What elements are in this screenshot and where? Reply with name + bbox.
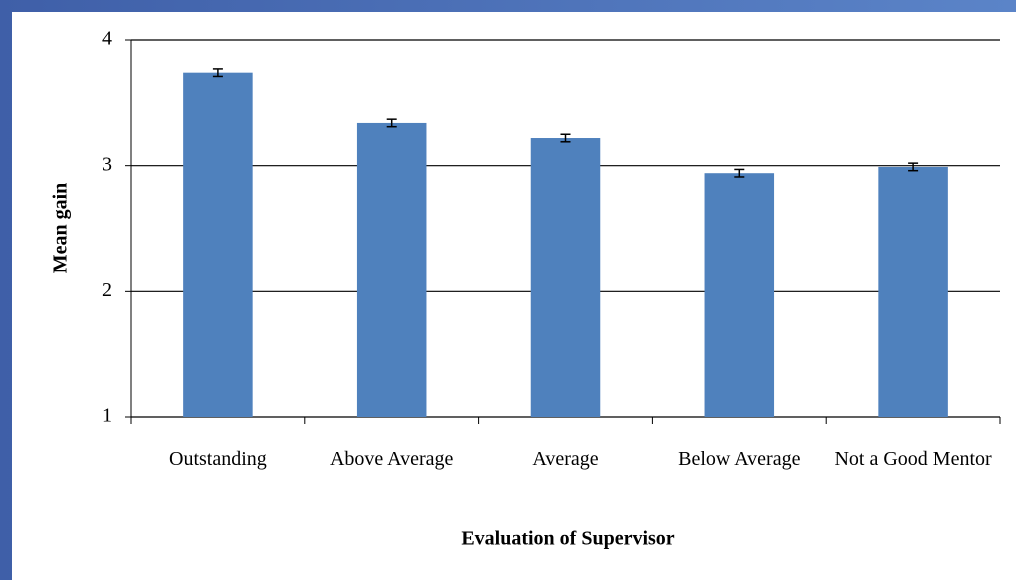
- x-tick-label: Outstanding: [169, 448, 267, 470]
- x-tick-label: Not a Good Mentor: [834, 448, 992, 470]
- y-tick-label: 2: [102, 279, 112, 301]
- bar: [183, 72, 253, 417]
- bar: [878, 166, 948, 417]
- y-tick-label: 4: [102, 28, 112, 50]
- bar: [356, 122, 427, 417]
- x-axis-title: Evaluation of Supervisor: [461, 528, 674, 550]
- y-tick-label: 1: [102, 405, 112, 427]
- x-tick-label: Below Average: [678, 448, 801, 470]
- x-tick-label: Above Average: [329, 448, 454, 470]
- bar: [704, 173, 775, 417]
- background: [12, 12, 1016, 580]
- x-tick-label: Average: [532, 448, 599, 470]
- bar: [530, 138, 601, 417]
- y-tick-label: 3: [102, 153, 112, 175]
- y-axis-title: Mean gain: [50, 183, 72, 274]
